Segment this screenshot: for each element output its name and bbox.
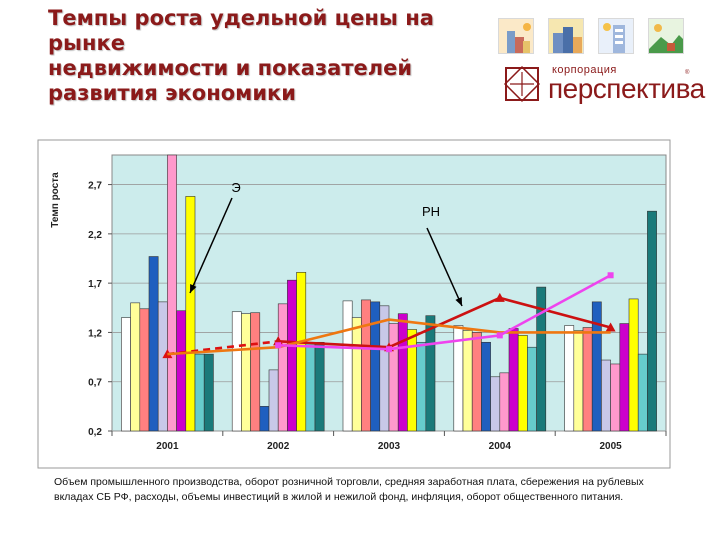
x-tick-label: 2001 <box>156 441 179 452</box>
line-point <box>386 346 392 353</box>
x-tick-label: 2002 <box>267 441 290 452</box>
bar <box>379 305 390 432</box>
bar <box>296 271 307 432</box>
bar <box>388 323 399 432</box>
annotation-label-e: Э <box>231 180 240 195</box>
axis-layer: 0,2 0,7 1,2 1,7 2,2 2,7 Темп роста 2001 2002 2003… <box>50 172 667 452</box>
logo-main-text: перспектива <box>548 73 705 104</box>
bars-layer <box>121 154 657 432</box>
bar <box>499 372 510 432</box>
bar <box>268 369 279 432</box>
tower-tile-icon <box>598 18 634 54</box>
y-tick-label: 2,2 <box>88 230 102 241</box>
bar <box>536 286 547 432</box>
bar <box>508 328 519 432</box>
bar <box>241 313 251 432</box>
y-tick-label: 0,7 <box>88 378 102 389</box>
line-point <box>494 292 505 302</box>
line-point <box>496 332 503 339</box>
bar <box>351 317 362 432</box>
logo-tiles <box>494 18 694 60</box>
bar <box>582 327 593 432</box>
title-line-3: недвижимости и показателей <box>48 56 413 80</box>
brand-mark-icon <box>503 65 541 103</box>
bar <box>527 346 537 432</box>
y-tick-label: 1,2 <box>88 328 102 339</box>
bar <box>287 279 297 432</box>
series-line <box>278 274 612 351</box>
bar <box>185 196 196 432</box>
x-tick-label: 2004 <box>489 441 512 452</box>
bar <box>259 406 270 432</box>
bar <box>314 341 325 432</box>
y-tick-label: 0,2 <box>88 427 102 438</box>
buildings-tile-icon <box>548 18 584 54</box>
title-line-1: Темпы роста удельной цены на <box>48 6 434 30</box>
hills-tile-icon <box>648 18 684 54</box>
series-line <box>278 296 611 349</box>
bar <box>637 353 648 432</box>
bar <box>462 330 473 432</box>
bar <box>148 256 159 432</box>
chart-caption: Объем промышленного производства, оборот… <box>54 476 644 503</box>
bar <box>471 332 482 432</box>
bar <box>250 312 261 432</box>
bar <box>610 363 621 432</box>
bar <box>481 341 491 432</box>
annotation-arrow-e <box>189 197 233 294</box>
bar <box>619 323 630 432</box>
annotation-arrow-rn-head <box>455 297 462 306</box>
bar <box>139 308 150 432</box>
bar <box>194 353 205 432</box>
y-tick-label: 2,7 <box>88 181 102 192</box>
bar <box>647 210 657 432</box>
bar <box>277 303 288 432</box>
line-point <box>275 342 282 349</box>
brand-logo: корпорация перспектива ® <box>502 64 705 104</box>
bar <box>564 325 575 432</box>
annotation-arrow-e-head <box>190 284 197 293</box>
bar <box>517 335 528 432</box>
title-line-4: развития экономики <box>48 81 297 105</box>
series-line <box>167 318 611 356</box>
logo-top-text: корпорация <box>552 64 617 76</box>
annotation-arrow-rn <box>426 227 463 307</box>
y-tick-label: 1,7 <box>88 279 102 290</box>
bar <box>305 341 316 432</box>
annotation-layer: Э РН <box>189 180 463 307</box>
bar <box>167 154 177 432</box>
bar <box>628 298 639 432</box>
bar <box>397 313 408 432</box>
x-tick-label: 2005 <box>599 441 622 452</box>
y-axis-label: Темп роста <box>50 172 61 228</box>
title-line-2: рынке <box>48 31 126 55</box>
logo-registered-mark: ® <box>685 70 690 76</box>
bar <box>601 359 611 432</box>
bar <box>573 330 584 432</box>
bar <box>176 310 187 432</box>
bar <box>425 315 436 432</box>
city-tile-icon <box>498 18 534 54</box>
bar <box>342 300 353 432</box>
bar <box>157 301 168 432</box>
bar <box>361 299 371 432</box>
x-tick-label: 2003 <box>378 441 401 452</box>
bar <box>130 302 141 432</box>
annotation-label-rn: РН <box>422 204 440 219</box>
bar <box>203 353 214 432</box>
bar <box>231 311 242 432</box>
line-point <box>605 322 616 332</box>
lines-layer <box>162 272 616 359</box>
bar <box>416 341 427 432</box>
bar <box>121 317 131 432</box>
line-point <box>607 272 614 279</box>
page-title: Темпы роста удельной цены на рынке недви… <box>48 6 478 106</box>
bar <box>490 376 501 432</box>
bar <box>591 301 602 432</box>
